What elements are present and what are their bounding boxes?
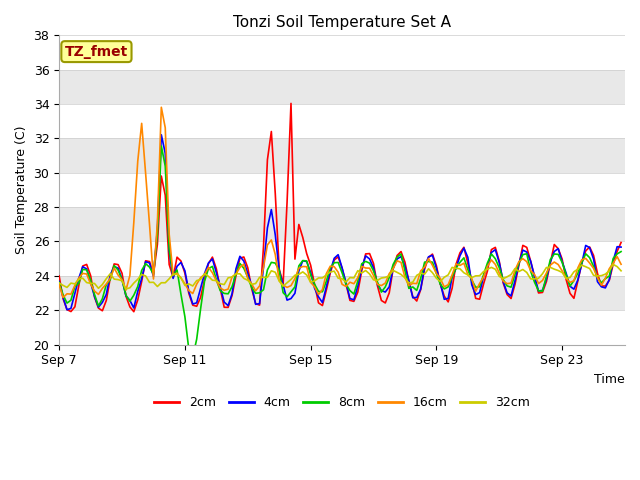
Bar bbox=[59, 36, 625, 70]
Bar bbox=[59, 138, 625, 173]
8cm bbox=[157, 143, 165, 149]
8cm bbox=[617, 249, 625, 254]
4cm bbox=[142, 259, 150, 264]
4cm bbox=[617, 244, 625, 250]
Bar bbox=[59, 173, 625, 207]
2cm bbox=[515, 263, 523, 268]
Bar bbox=[59, 70, 625, 104]
4cm bbox=[55, 278, 63, 284]
Bar bbox=[59, 207, 625, 241]
2cm bbox=[523, 244, 531, 250]
16cm bbox=[157, 104, 165, 110]
16cm bbox=[236, 264, 244, 270]
X-axis label: Time: Time bbox=[595, 373, 625, 386]
4cm bbox=[236, 253, 244, 259]
Line: 16cm: 16cm bbox=[59, 107, 621, 298]
Bar bbox=[59, 310, 625, 345]
2cm bbox=[95, 305, 102, 311]
16cm bbox=[464, 272, 472, 277]
Line: 2cm: 2cm bbox=[59, 103, 621, 312]
16cm bbox=[60, 295, 67, 300]
Line: 8cm: 8cm bbox=[59, 146, 621, 357]
Bar bbox=[59, 276, 625, 310]
8cm bbox=[515, 260, 523, 266]
4cm bbox=[63, 307, 71, 312]
2cm bbox=[130, 309, 138, 314]
Bar bbox=[59, 104, 625, 138]
2cm bbox=[617, 240, 625, 245]
4cm bbox=[157, 132, 165, 138]
32cm bbox=[55, 280, 63, 286]
Title: Tonzi Soil Temperature Set A: Tonzi Soil Temperature Set A bbox=[233, 15, 451, 30]
32cm bbox=[460, 270, 468, 276]
32cm bbox=[609, 262, 617, 267]
Y-axis label: Soil Temperature (C): Soil Temperature (C) bbox=[15, 126, 28, 254]
32cm bbox=[519, 266, 527, 272]
Bar bbox=[59, 241, 625, 276]
32cm bbox=[142, 273, 150, 279]
16cm bbox=[55, 282, 63, 288]
4cm bbox=[515, 261, 523, 266]
32cm bbox=[617, 268, 625, 274]
Line: 32cm: 32cm bbox=[59, 264, 621, 289]
2cm bbox=[55, 273, 63, 279]
Text: TZ_fmet: TZ_fmet bbox=[65, 45, 128, 59]
2cm bbox=[232, 273, 240, 278]
2cm bbox=[464, 261, 472, 266]
Line: 4cm: 4cm bbox=[59, 135, 621, 310]
8cm bbox=[55, 279, 63, 285]
8cm bbox=[95, 303, 102, 309]
8cm bbox=[189, 354, 196, 360]
8cm bbox=[138, 267, 145, 273]
16cm bbox=[142, 170, 150, 176]
8cm bbox=[464, 266, 472, 272]
32cm bbox=[122, 286, 130, 292]
16cm bbox=[523, 259, 531, 264]
16cm bbox=[99, 286, 106, 291]
4cm bbox=[464, 254, 472, 260]
4cm bbox=[523, 249, 531, 255]
8cm bbox=[236, 261, 244, 266]
16cm bbox=[515, 259, 523, 264]
32cm bbox=[95, 286, 102, 291]
4cm bbox=[99, 300, 106, 305]
2cm bbox=[142, 258, 150, 264]
2cm bbox=[287, 100, 295, 106]
32cm bbox=[511, 265, 519, 271]
8cm bbox=[523, 251, 531, 257]
32cm bbox=[232, 271, 240, 276]
16cm bbox=[617, 262, 625, 267]
Legend: 2cm, 4cm, 8cm, 16cm, 32cm: 2cm, 4cm, 8cm, 16cm, 32cm bbox=[149, 391, 535, 414]
